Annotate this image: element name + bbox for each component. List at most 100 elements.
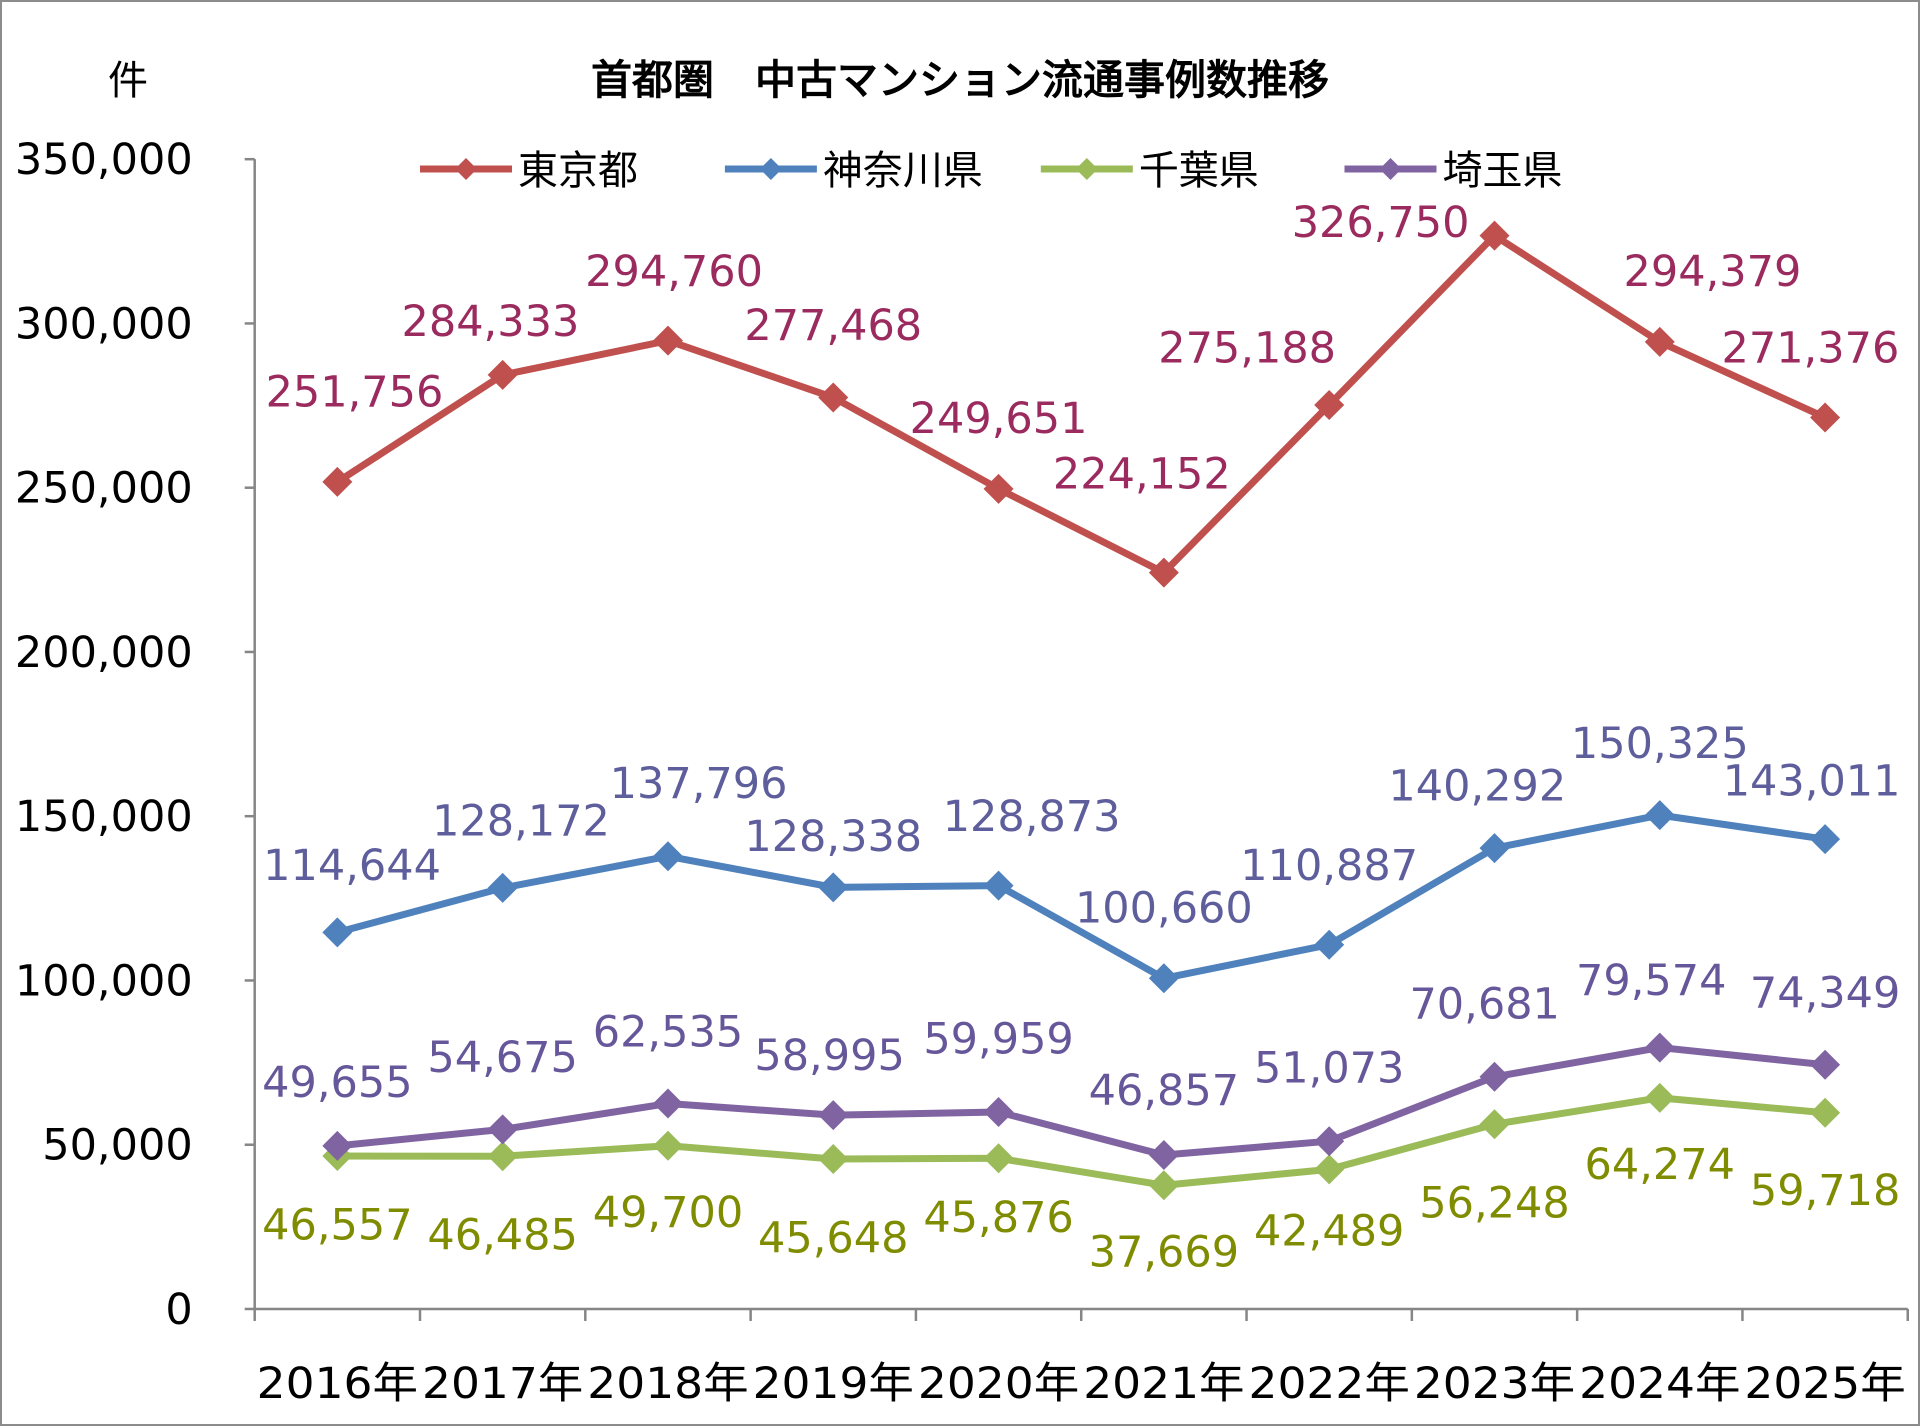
data-point-marker: [1479, 1061, 1510, 1092]
legend-item-1: 神奈川県: [724, 148, 983, 194]
legend: 東京都 神奈川県 千葉県 埼玉県: [420, 148, 1562, 194]
data-label: 46,557: [262, 1201, 412, 1251]
x-tick-label: 2020年: [918, 1359, 1079, 1409]
y-axis-unit-label: 件: [108, 58, 148, 104]
data-label: 74,349: [1750, 968, 1900, 1018]
data-point-marker: [983, 1097, 1014, 1128]
data-point-marker: [1314, 389, 1345, 420]
chart-title: 首都圏 中古マンション流通事例数推移: [591, 56, 1329, 104]
series-line: [336, 811, 1826, 982]
data-point-marker: [1314, 929, 1345, 960]
series-1: [322, 800, 1841, 994]
x-tick-label: 2021年: [1083, 1359, 1244, 1409]
legend-label: 千葉県: [1139, 148, 1259, 194]
x-tick-label: 2016年: [257, 1359, 418, 1409]
data-point-marker: [983, 870, 1014, 901]
data-label: 100,660: [1075, 883, 1253, 933]
y-tick-label: 100,000: [15, 956, 193, 1006]
legend-item-2: 千葉県: [1040, 148, 1259, 194]
x-tick-label: 2025年: [1744, 1359, 1905, 1409]
legend-diamond-icon: [1379, 157, 1402, 180]
data-point-marker: [983, 473, 1014, 504]
legend-item-3: 埼玉県: [1344, 148, 1562, 194]
data-label: 79,574: [1576, 956, 1726, 1006]
data-label: 45,648: [758, 1213, 908, 1263]
data-label: 46,485: [427, 1211, 577, 1261]
data-label: 249,651: [910, 394, 1088, 444]
data-label: 275,188: [1158, 323, 1336, 373]
data-point-marker: [652, 325, 683, 356]
data-label: 251,756: [266, 367, 444, 417]
data-label: 59,959: [923, 1015, 1073, 1065]
y-tick-label: 300,000: [15, 299, 193, 349]
data-point-marker: [818, 1100, 849, 1131]
data-point-marker: [487, 1141, 518, 1172]
x-tick-label: 2022年: [1249, 1359, 1410, 1409]
data-point-marker: [1644, 1032, 1675, 1063]
data-label: 51,073: [1254, 1044, 1404, 1094]
x-tick-label: 2017年: [422, 1359, 583, 1409]
data-label: 294,760: [585, 247, 763, 297]
data-point-marker: [1644, 800, 1675, 831]
data-label: 46,857: [1089, 1066, 1239, 1116]
y-tick-label: 0: [165, 1285, 192, 1335]
data-point-marker: [487, 872, 518, 903]
data-point-marker: [1644, 326, 1675, 357]
data-point-marker: [818, 872, 849, 903]
data-point-marker: [652, 1130, 683, 1161]
y-tick-label: 250,000: [15, 464, 193, 514]
data-label: 49,700: [593, 1188, 743, 1238]
legend-item-0: 東京都: [420, 148, 638, 194]
data-label: 284,333: [401, 297, 579, 347]
data-point-marker: [1148, 557, 1179, 588]
legend-diamond-icon: [455, 157, 477, 180]
y-tick-label: 350,000: [15, 135, 193, 185]
data-point-marker: [1479, 1109, 1510, 1140]
data-label: 326,750: [1292, 198, 1470, 248]
data-label: 64,274: [1585, 1140, 1735, 1190]
data-label: 49,655: [262, 1058, 412, 1108]
data-label: 277,468: [744, 301, 922, 351]
data-point-marker: [1810, 402, 1841, 433]
data-point-marker: [1314, 1154, 1345, 1185]
data-point-marker: [1644, 1082, 1675, 1113]
data-label: 110,887: [1240, 841, 1418, 891]
data-point-marker: [487, 359, 518, 390]
legend-label: 神奈川県: [823, 148, 983, 194]
x-tick-label: 2018年: [587, 1359, 748, 1409]
series-2: [322, 1082, 1841, 1201]
data-labels-2: 46,557 46,485 49,700 45,648 45,876 37,669 42,4…: [262, 1140, 1900, 1277]
data-label: 140,292: [1388, 762, 1566, 812]
data-point-marker: [1314, 1126, 1345, 1157]
data-label: 62,535: [593, 1007, 743, 1057]
data-point-marker: [1479, 220, 1510, 251]
series-0: [322, 220, 1841, 588]
data-label: 45,876: [923, 1193, 1073, 1243]
data-labels-3: 49,655 54,675 62,535 58,995 59,959 46,857 51,0…: [262, 956, 1900, 1116]
x-tick-label: 2019年: [753, 1359, 914, 1409]
data-point-marker: [1810, 1097, 1841, 1128]
data-label: 128,873: [943, 792, 1121, 842]
data-point-marker: [1479, 833, 1510, 864]
y-tick-label: 200,000: [15, 628, 193, 678]
data-label: 128,338: [744, 812, 922, 862]
x-tick-label: 2024年: [1579, 1359, 1740, 1409]
data-point-marker: [1148, 1170, 1179, 1201]
data-point-marker: [322, 917, 353, 948]
data-point-marker: [818, 1144, 849, 1175]
data-point-marker: [1148, 963, 1179, 994]
data-point-marker: [1810, 824, 1841, 855]
data-point-marker: [983, 1143, 1014, 1174]
data-point-marker: [322, 1130, 353, 1161]
data-label: 54,675: [427, 1033, 577, 1083]
series-line: [335, 232, 1827, 577]
data-label: 224,152: [1053, 449, 1231, 499]
data-label: 42,489: [1254, 1207, 1404, 1257]
data-label: 37,669: [1089, 1227, 1239, 1277]
series-line: [336, 1044, 1826, 1159]
data-label: 59,718: [1750, 1166, 1900, 1216]
